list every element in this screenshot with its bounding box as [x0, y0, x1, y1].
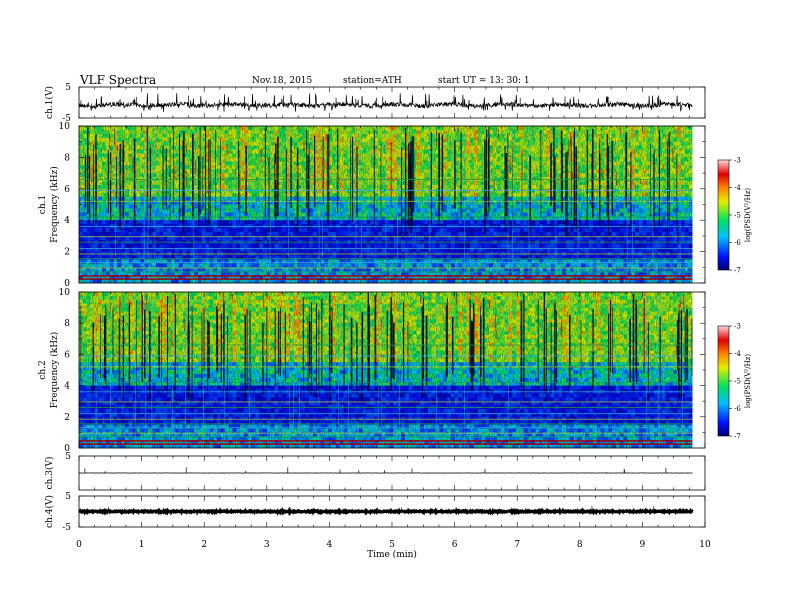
figure-header: VLF Spectra Nov.18, 2015 station=ATH sta… — [79, 73, 530, 87]
y-axis-label: ch.1(V) — [44, 86, 55, 119]
y-tick-label: 5 — [65, 83, 71, 93]
waveform-trace — [78, 93, 693, 112]
y-tick-label: -5 — [62, 114, 71, 124]
ch1-waveform-panel: 5 -5 ch.1(V) — [44, 83, 706, 124]
start-time-label: start UT = 13: 30: 1 — [438, 76, 530, 86]
spectrogram-image — [79, 126, 693, 284]
station-label: station=ATH — [343, 76, 402, 86]
figure-title: VLF Spectra — [79, 73, 156, 87]
date-label: Nov.18, 2015 — [252, 76, 313, 86]
